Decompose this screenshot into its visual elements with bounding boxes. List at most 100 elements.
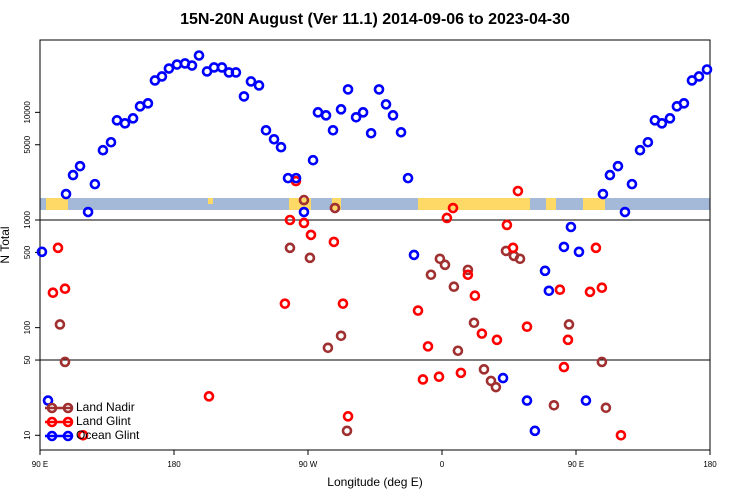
- point: [163, 63, 175, 74]
- point: [462, 264, 474, 276]
- point: [322, 342, 334, 354]
- point: [67, 169, 79, 181]
- legend-label: Ocean Glint: [76, 428, 140, 442]
- point: [554, 284, 566, 296]
- point: [469, 290, 481, 302]
- point: [490, 381, 502, 393]
- point: [521, 395, 533, 406]
- point: [77, 429, 89, 441]
- point: [597, 188, 609, 200]
- point: [543, 285, 555, 297]
- point: [563, 319, 575, 330]
- y-axis-label: N Total: [0, 226, 12, 263]
- point: [441, 212, 453, 224]
- point: [60, 188, 72, 200]
- point: [365, 127, 377, 139]
- point: [171, 59, 183, 70]
- point: [433, 371, 445, 383]
- point: [462, 269, 474, 281]
- point: [434, 253, 446, 265]
- legend-label: Land Glint: [76, 414, 131, 428]
- land-patch: [208, 198, 213, 204]
- point: [216, 62, 228, 73]
- point: [36, 246, 48, 258]
- legend-marker: [62, 416, 74, 428]
- point: [412, 305, 424, 316]
- point: [573, 246, 585, 258]
- point: [89, 178, 101, 190]
- point: [380, 99, 392, 110]
- point: [327, 125, 339, 136]
- point: [350, 112, 362, 123]
- point: [626, 178, 638, 190]
- point: [342, 411, 354, 422]
- point: [634, 144, 646, 156]
- point: [447, 202, 459, 214]
- point: [507, 242, 519, 254]
- point: [342, 84, 354, 95]
- point: [305, 229, 317, 241]
- y-tick-label: 5000: [23, 135, 32, 153]
- point: [268, 133, 280, 145]
- point: [284, 242, 296, 254]
- point: [328, 236, 340, 248]
- point: [203, 391, 215, 402]
- legend-marker: [62, 430, 74, 442]
- point: [119, 118, 131, 129]
- point: [455, 367, 467, 379]
- point: [156, 71, 168, 82]
- land-patch: [418, 198, 530, 210]
- x-tick-label: 180: [167, 460, 181, 469]
- point: [298, 217, 310, 229]
- point: [387, 110, 399, 121]
- point: [230, 67, 242, 78]
- point: [253, 80, 265, 91]
- y-tick-label: 10: [23, 430, 32, 439]
- point: [260, 125, 272, 136]
- point: [514, 253, 526, 265]
- point: [619, 206, 631, 218]
- ocean-band: [40, 198, 710, 210]
- x-tick-label: 90 E: [32, 460, 48, 469]
- point: [590, 242, 602, 254]
- point: [298, 194, 310, 206]
- point: [329, 202, 341, 214]
- y-tick-label: 50: [23, 355, 32, 364]
- y-tick-label: 100: [23, 320, 32, 334]
- land-patch: [546, 198, 556, 210]
- point: [584, 286, 596, 298]
- point: [408, 249, 420, 261]
- point: [485, 375, 497, 387]
- point: [52, 242, 64, 254]
- point: [127, 113, 139, 124]
- point: [59, 283, 71, 295]
- point: [54, 319, 66, 330]
- point: [373, 84, 385, 95]
- point: [497, 372, 509, 384]
- point: [417, 374, 429, 385]
- x-tick-label: 0: [440, 460, 445, 469]
- point: [335, 330, 347, 342]
- point: [186, 60, 198, 71]
- point: [59, 356, 71, 368]
- legend-marker: [46, 416, 58, 428]
- point: [476, 328, 488, 339]
- point: [448, 281, 460, 293]
- y-tick-label: 1000: [23, 211, 32, 229]
- point: [642, 136, 654, 148]
- point: [245, 76, 257, 87]
- point: [335, 104, 347, 115]
- point: [298, 206, 310, 218]
- point: [521, 321, 533, 333]
- point: [512, 185, 524, 197]
- x-axis-label: Longitude (deg E): [327, 475, 422, 489]
- point: [701, 64, 713, 75]
- point: [529, 425, 541, 437]
- point: [290, 172, 302, 184]
- point: [491, 334, 503, 346]
- point: [562, 334, 574, 346]
- y-tick-label: 500: [23, 245, 32, 259]
- legend-label: Land Nadir: [76, 400, 135, 414]
- point: [425, 269, 437, 281]
